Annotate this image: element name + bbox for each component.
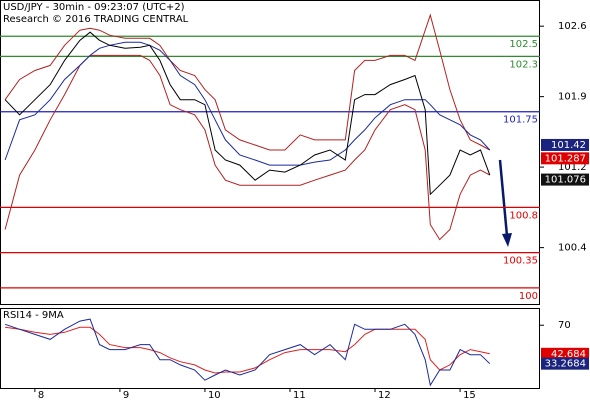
y-tick-label: 100.4	[558, 243, 587, 254]
price-marker-label: 33.2684	[545, 359, 586, 370]
series-line	[4, 318, 491, 387]
forecast-arrow	[498, 159, 509, 237]
x-tick-label: 11	[293, 390, 306, 400]
level-label: 102.3	[509, 59, 538, 70]
level-label: 100.8	[509, 210, 538, 221]
chart-subtitle: Research © 2016 TRADING CENTRAL	[3, 14, 189, 25]
price-marker	[541, 173, 589, 186]
series-line	[4, 31, 491, 196]
price-marker-label: 101.287	[545, 153, 586, 164]
y-tick-label: 101.9	[558, 92, 587, 103]
price-marker	[541, 357, 589, 370]
price-marker-label: 42.684	[551, 349, 586, 360]
level-label: 100.35	[503, 256, 538, 267]
series-line	[5, 326, 490, 374]
y-tick-label: 70	[558, 320, 571, 331]
price-marker-label: 101.076	[545, 175, 586, 186]
price-marker-label: 101.42	[551, 140, 586, 151]
forecast-arrowhead	[502, 233, 512, 247]
rsi-title: RSI14 - 9MA	[3, 310, 64, 321]
y-tick-label: 101.2	[558, 162, 587, 173]
level-label: 101.75	[503, 115, 538, 126]
level-label: 100	[519, 291, 538, 302]
series-line	[4, 41, 491, 166]
x-tick-label: 15	[463, 390, 476, 400]
x-tick-label: 12	[378, 390, 391, 400]
price-marker	[541, 152, 589, 165]
main-frame	[0, 0, 540, 305]
series-line	[4, 54, 491, 241]
level-label: 102.5	[509, 39, 538, 50]
series-line	[4, 13, 491, 151]
x-tick-label: 9	[123, 390, 129, 400]
x-tick-label: 10	[208, 390, 221, 400]
price-marker	[541, 138, 589, 151]
y-tick-label: 102.6	[558, 21, 587, 32]
chart-title: USD/JPY - 30min - 09:23:07 (UTC+2)	[3, 2, 185, 13]
x-tick-label: 8	[38, 390, 44, 400]
rsi-frame	[0, 308, 540, 389]
price-marker	[541, 347, 589, 360]
